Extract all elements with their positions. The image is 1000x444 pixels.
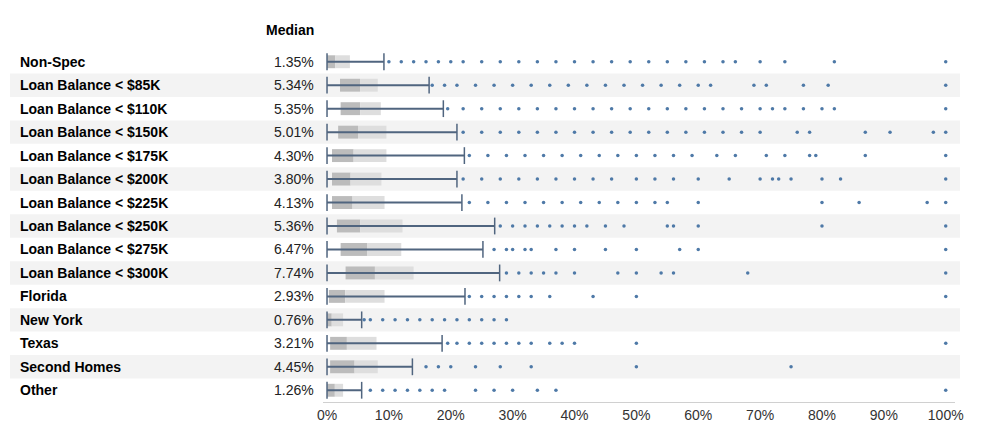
svg-text:3.21%: 3.21%	[274, 335, 314, 351]
svg-text:Loan Balance < $225K: Loan Balance < $225K	[20, 195, 168, 211]
svg-text:5.01%: 5.01%	[274, 124, 314, 140]
svg-text:90%: 90%	[870, 407, 898, 423]
svg-text:1.26%: 1.26%	[274, 382, 314, 398]
svg-text:7.74%: 7.74%	[274, 265, 314, 281]
svg-text:10%: 10%	[375, 407, 403, 423]
svg-text:Loan Balance < $175K: Loan Balance < $175K	[20, 148, 168, 164]
svg-text:20%: 20%	[437, 407, 465, 423]
svg-text:Loan Balance < $275K: Loan Balance < $275K	[20, 241, 168, 257]
svg-text:5.35%: 5.35%	[274, 101, 314, 117]
svg-text:6.47%: 6.47%	[274, 241, 314, 257]
svg-text:4.30%: 4.30%	[274, 148, 314, 164]
svg-text:Loan Balance < $200K: Loan Balance < $200K	[20, 171, 168, 187]
svg-text:0%: 0%	[317, 407, 337, 423]
svg-text:5.36%: 5.36%	[274, 218, 314, 234]
svg-text:Other: Other	[20, 382, 58, 398]
svg-text:50%: 50%	[622, 407, 650, 423]
svg-text:3.80%: 3.80%	[274, 171, 314, 187]
svg-text:40%: 40%	[560, 407, 588, 423]
svg-text:2.93%: 2.93%	[274, 288, 314, 304]
svg-text:80%: 80%	[808, 407, 836, 423]
svg-text:Second Homes: Second Homes	[20, 359, 121, 375]
svg-text:0.76%: 0.76%	[274, 312, 314, 328]
svg-text:100%: 100%	[928, 407, 964, 423]
svg-text:Non-Spec: Non-Spec	[20, 54, 86, 70]
svg-text:Loan Balance < $300K: Loan Balance < $300K	[20, 265, 168, 281]
svg-text:70%: 70%	[746, 407, 774, 423]
svg-text:Texas: Texas	[20, 335, 59, 351]
svg-text:1.35%: 1.35%	[274, 54, 314, 70]
svg-text:5.34%: 5.34%	[274, 77, 314, 93]
svg-text:60%: 60%	[684, 407, 712, 423]
svg-text:Loan Balance < $150K: Loan Balance < $150K	[20, 124, 168, 140]
svg-text:4.45%: 4.45%	[274, 359, 314, 375]
svg-text:4.13%: 4.13%	[274, 195, 314, 211]
svg-text:Loan Balance < $85K: Loan Balance < $85K	[20, 77, 160, 93]
svg-text:30%: 30%	[499, 407, 527, 423]
svg-text:Loan Balance < $250K: Loan Balance < $250K	[20, 218, 168, 234]
svg-text:Florida: Florida	[20, 288, 67, 304]
svg-text:Loan Balance < $110K: Loan Balance < $110K	[20, 101, 167, 117]
svg-text:New York: New York	[20, 312, 83, 328]
svg-text:Median: Median	[266, 22, 314, 38]
